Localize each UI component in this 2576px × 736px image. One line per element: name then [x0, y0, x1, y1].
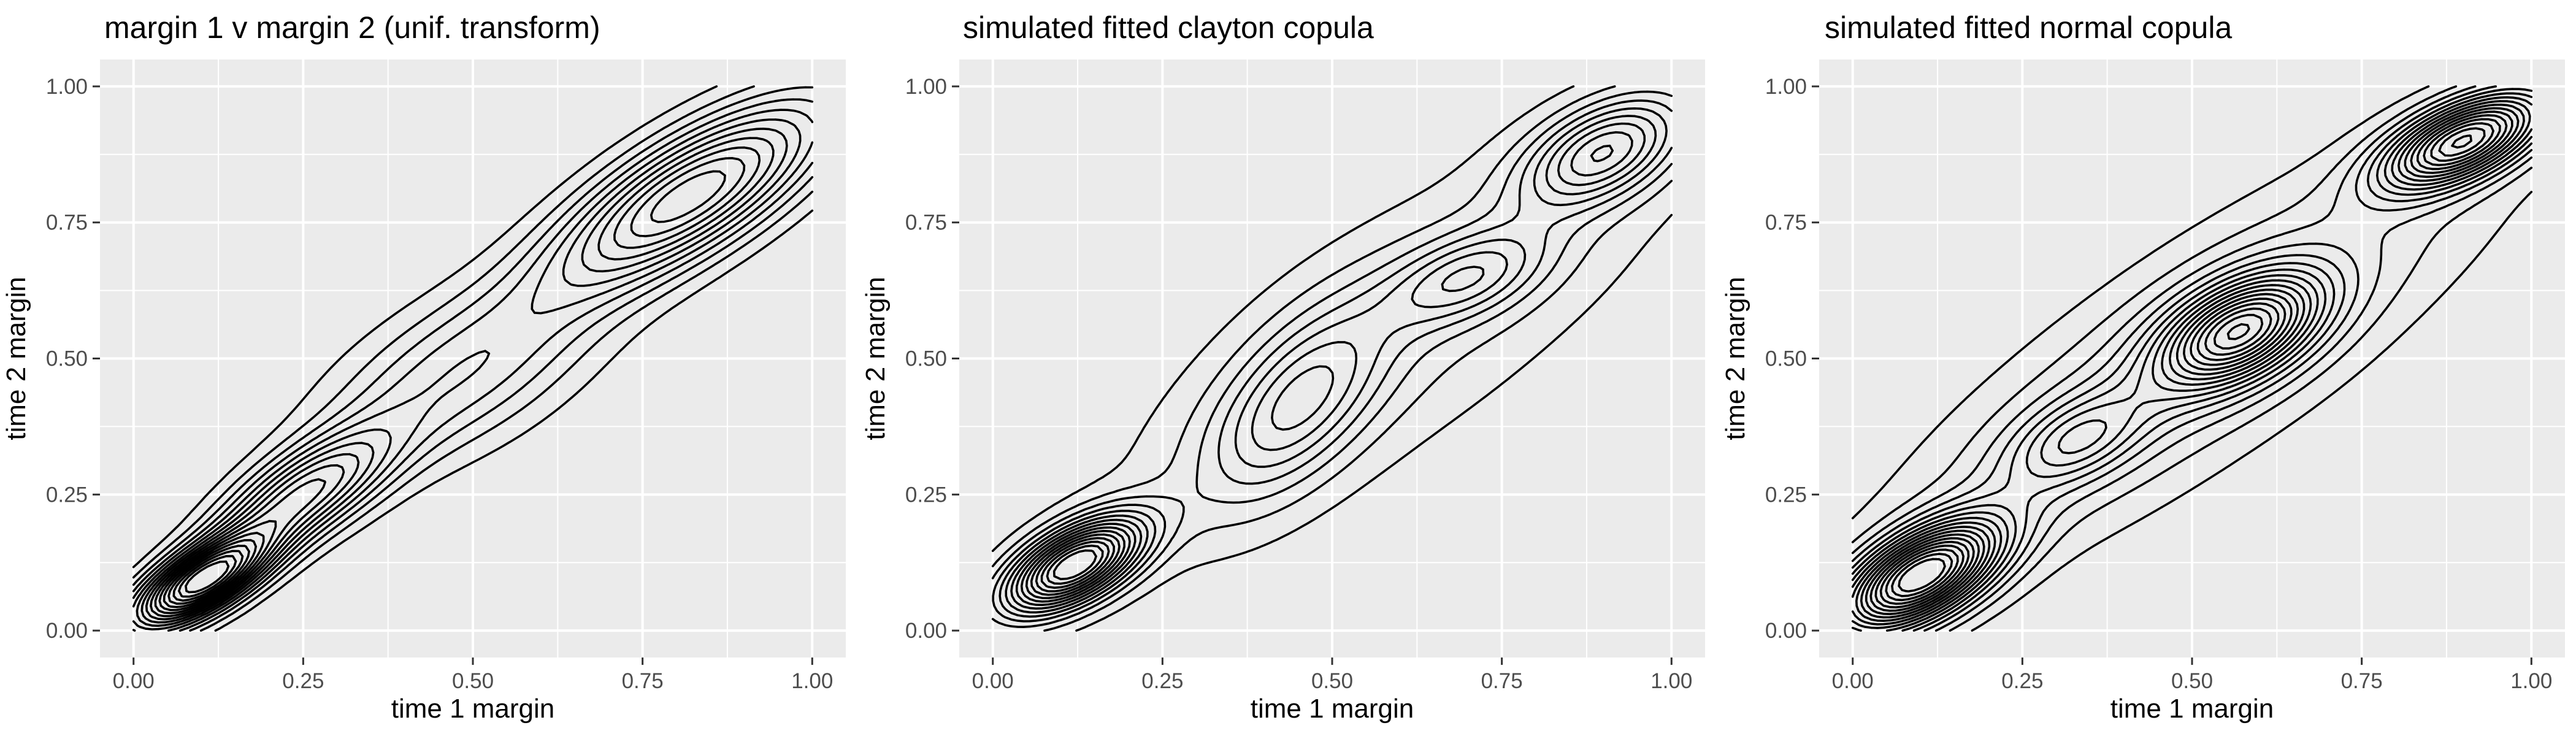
y-tick-label: 0.50 — [46, 347, 88, 371]
contour-level-6 — [132, 118, 802, 631]
contour-level-1 — [132, 85, 814, 632]
chart-title: margin 1 v margin 2 (unif. transform) — [104, 10, 600, 45]
contour-level-9 — [145, 146, 761, 621]
contour-level-12 — [158, 532, 265, 611]
contour-level-6 — [1851, 92, 2533, 632]
x-tick-label: 0.00 — [113, 669, 155, 693]
y-axis-title: time 2 margin — [861, 277, 891, 440]
contour-level-1 — [1851, 85, 2533, 632]
contour-level-10 — [150, 157, 746, 618]
y-tick-label: 0.00 — [1765, 619, 1807, 643]
x-tick-label: 0.25 — [1141, 669, 1183, 693]
contour-level-12 — [1865, 114, 2508, 615]
contour-level-5 — [132, 109, 814, 632]
contour-level-13 — [1869, 118, 2501, 612]
y-tick-label: 0.00 — [905, 619, 947, 643]
contour-level-8 — [1851, 100, 2531, 629]
contour-level-14 — [1874, 122, 2494, 608]
x-tick-label: 0.75 — [622, 669, 664, 693]
panel-2: 0.00 0.25 0.50 0.75 1.00 0.00 0.25 0.50 0.75 1.00… — [861, 10, 1705, 724]
x-axis-title: time 1 margin — [2110, 694, 2274, 724]
contour-level-11 — [1860, 110, 2513, 619]
contour-level-15 — [1052, 549, 1097, 580]
chart-title: simulated fitted normal copula — [1825, 10, 2232, 45]
contour-level-18 — [1898, 558, 1946, 592]
y-tick-label: 1.00 — [46, 75, 88, 99]
contour-level-16 — [1885, 134, 2472, 602]
contour-level-3 — [132, 86, 814, 632]
contour-level-11 — [154, 170, 726, 615]
x-tick-label: 1.00 — [791, 669, 833, 693]
y-tick-label: 0.75 — [1765, 211, 1807, 235]
x-tick-label: 0.50 — [2171, 669, 2213, 693]
contour-level-4 — [132, 98, 814, 632]
contour-level-14 — [1046, 544, 1104, 585]
contour-level-2 — [132, 85, 814, 632]
y-tick-label: 0.00 — [46, 619, 88, 643]
x-tick-label: 0.00 — [972, 669, 1014, 693]
x-tick-label: 0.00 — [1832, 669, 1874, 693]
x-tick-label: 0.50 — [1311, 669, 1353, 693]
y-axis-title: time 2 margin — [1, 277, 31, 440]
x-tick-label: 0.50 — [452, 669, 494, 693]
contour-level-6 — [1005, 115, 1657, 614]
x-tick-label: 1.00 — [2510, 669, 2552, 693]
contour-level-17 — [1891, 323, 2250, 597]
contour-lines — [991, 85, 1673, 632]
y-tick-label: 1.00 — [1765, 75, 1807, 99]
contour-level-4 — [1851, 85, 2533, 632]
contour-level-9 — [1851, 103, 2525, 626]
y-tick-label: 0.50 — [1765, 347, 1807, 371]
contour-level-11 — [1030, 533, 1121, 596]
y-tick-label: 0.50 — [905, 347, 947, 371]
x-tick-label: 0.25 — [2001, 669, 2043, 693]
contour-level-7 — [1010, 122, 1646, 610]
y-axis-title: time 2 margin — [1720, 277, 1750, 440]
contour-level-13 — [163, 539, 257, 608]
contour-level-2 — [991, 85, 1673, 632]
contour-level-14 — [167, 545, 250, 605]
contour-level-15 — [1879, 127, 2486, 605]
chart-title: simulated fitted clayton copula — [963, 10, 1374, 45]
x-tick-label: 0.75 — [2341, 669, 2383, 693]
contour-lines — [132, 85, 814, 632]
contour-level-13 — [1040, 540, 1110, 589]
contour-level-10 — [1855, 107, 2520, 622]
x-tick-label: 1.00 — [1650, 669, 1692, 693]
x-axis-title: time 1 margin — [391, 694, 555, 724]
y-tick-label: 0.75 — [905, 211, 947, 235]
x-axis-title: time 1 margin — [1251, 694, 1414, 724]
contour-level-3 — [991, 90, 1673, 628]
contour-level-5 — [1851, 88, 2533, 632]
contour-level-9 — [1020, 144, 1614, 603]
contour-level-10 — [1025, 529, 1125, 599]
contour-level-12 — [1035, 537, 1115, 592]
y-tick-label: 0.25 — [1765, 483, 1807, 507]
y-tick-label: 1.00 — [905, 75, 947, 99]
contour-level-15 — [172, 550, 244, 602]
contour-level-17 — [185, 560, 230, 594]
x-tick-label: 0.75 — [1481, 669, 1523, 693]
contour-level-16 — [178, 554, 237, 598]
contour-level-2 — [1851, 85, 2533, 632]
contour-level-5 — [999, 107, 1668, 618]
contour-level-4 — [992, 99, 1673, 623]
contour-level-1 — [991, 85, 1673, 632]
y-tick-label: 0.75 — [46, 211, 88, 235]
contour-level-3 — [1851, 85, 2533, 632]
y-tick-label: 0.25 — [905, 483, 947, 507]
contour-level-8 — [140, 137, 775, 624]
contour-lines — [1851, 85, 2533, 632]
contour-level-7 — [1851, 96, 2533, 632]
y-tick-label: 0.25 — [46, 483, 88, 507]
panel-3: 0.00 0.25 0.50 0.75 1.00 0.00 0.25 0.50 0.75 1.00… — [1720, 10, 2565, 724]
panel-1: 0.00 0.25 0.50 0.75 1.00 0.00 0.25 0.50 0.75 1.00… — [1, 10, 846, 724]
contour-level-7 — [136, 128, 788, 627]
contour-level-8 — [1015, 131, 1633, 607]
x-tick-label: 0.25 — [282, 669, 324, 693]
